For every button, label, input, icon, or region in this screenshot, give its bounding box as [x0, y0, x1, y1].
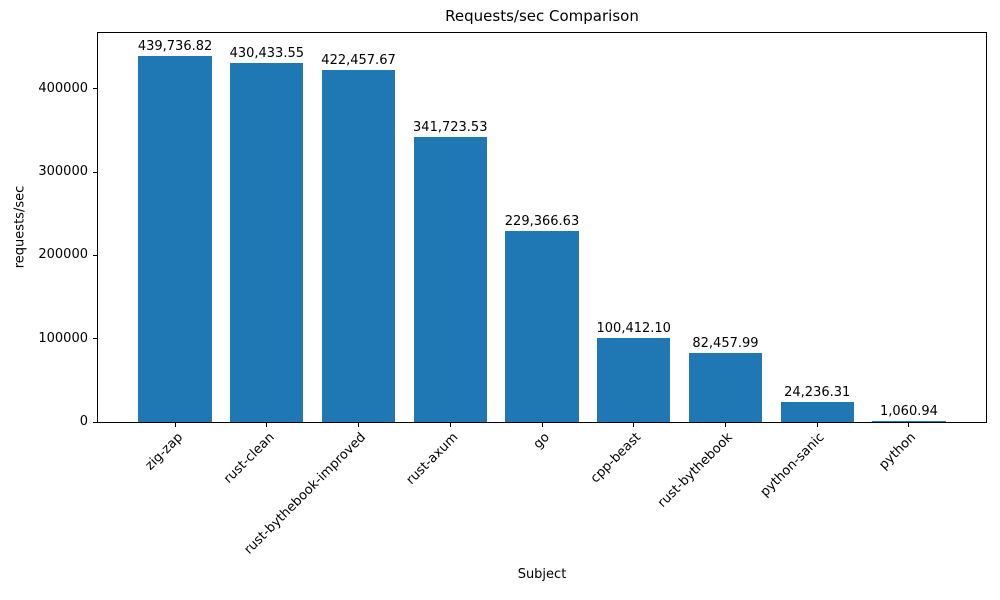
bar-value-label: 24,236.31 — [784, 384, 851, 400]
x-tick-label: rust-bythebook — [655, 430, 737, 511]
bar-rust-axum — [413, 137, 487, 422]
bar-python-sanic — [780, 401, 854, 422]
x-tick-label: rust-clean — [220, 430, 278, 487]
bar-go — [505, 230, 579, 422]
y-tick-label: 400000 — [38, 80, 88, 96]
bar-cpp-beast — [597, 338, 671, 422]
y-tick-label: 300000 — [38, 164, 88, 180]
x-tick-label: zig-zap — [142, 430, 186, 474]
bar-value-label: 82,457.99 — [692, 336, 759, 352]
x-tick — [449, 423, 451, 427]
x-tick — [816, 423, 818, 427]
x-tick — [908, 423, 910, 427]
bar-rust-bythebook-improved — [321, 70, 396, 422]
bar-value-label: 439,736.82 — [137, 38, 213, 54]
x-tick-label: python-sanic — [757, 430, 828, 500]
x-tick-label: python — [876, 430, 920, 473]
bar-value-label: 341,723.53 — [413, 120, 488, 136]
x-tick — [541, 423, 543, 427]
x-tick-label: rust-axum — [403, 430, 461, 488]
plot-area: 439,736.82 430,433.55 422,457.67 341,723.53… — [97, 32, 987, 423]
x-tick — [266, 423, 268, 427]
chart-title: Requests/sec Comparison — [445, 7, 639, 25]
x-tick-label: go — [530, 430, 553, 453]
bar-zig-zap — [138, 55, 212, 422]
bar-python — [872, 421, 946, 422]
y-tick-label: 200000 — [38, 247, 88, 263]
x-tick — [724, 423, 726, 427]
x-tick — [174, 423, 176, 427]
y-tick — [93, 171, 97, 173]
x-tick — [358, 423, 360, 427]
y-tick — [93, 254, 97, 256]
y-tick-label: 100000 — [38, 330, 88, 346]
bar-value-label: 430,433.55 — [229, 46, 304, 62]
y-tick — [93, 88, 97, 90]
y-tick-label: 0 — [79, 414, 88, 429]
bar-value-label: 100,412.10 — [596, 321, 671, 337]
x-tick — [633, 423, 635, 427]
y-tick — [93, 338, 97, 340]
bar-value-label: 229,366.63 — [504, 213, 580, 229]
bar-value-label: 1,060.94 — [879, 404, 938, 420]
bar-rust-clean — [230, 63, 304, 422]
y-tick — [93, 421, 97, 423]
x-tick-label: cpp-beast — [588, 430, 645, 487]
bar-value-label: 422,457.67 — [321, 53, 396, 69]
x-axis-label: Subject — [517, 567, 567, 582]
bar-rust-bythebook — [688, 353, 763, 422]
